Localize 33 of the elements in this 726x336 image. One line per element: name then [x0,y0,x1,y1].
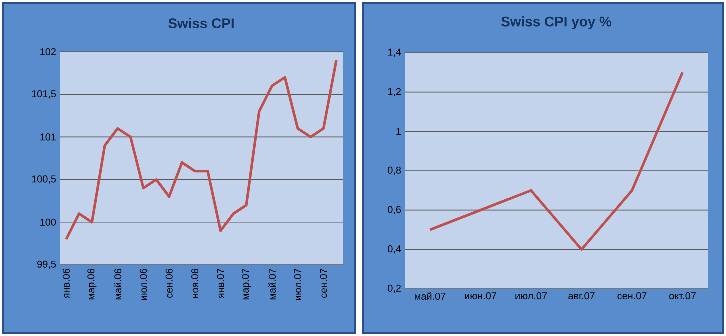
y-tick-label: 101,5 [32,90,56,99]
x-tick-label: май.06 [114,268,122,300]
x-tick-label: июн.07 [465,292,496,300]
y-tick-label: 0,6 [388,206,402,214]
y-tick-label: 1,4 [388,48,402,58]
x-tick-label: июл.07 [294,269,302,300]
x-tick-label: окт.07 [670,292,696,300]
y-tick-label: 1 [396,128,402,136]
x-tick-label: янв.06 [62,268,70,298]
x-tick-label: мар.06 [88,268,97,300]
x-tick-label: май.07 [268,269,276,300]
x-tick-label: июл.06 [140,268,148,300]
x-tick-label: авг.07 [568,292,595,300]
x-tick-label: ноя.06 [192,268,199,298]
y-tick-label: 100,5 [32,176,56,184]
x-tick-label: июл.07 [516,292,547,300]
y-tick-label: 101 [40,134,56,141]
y-tick-label: 0,4 [388,246,402,254]
y-tick-label: 100 [40,218,56,226]
y-tick-label: 102 [40,48,56,56]
line-series [65,59,338,241]
x-tick-label: сен.06 [166,268,173,298]
x-tick-label: янв.07 [217,269,224,298]
chart-title: Swiss CPI [168,18,234,29]
chart-title: Swiss CPI yoy % [501,16,612,30]
x-tick-label: сен.07 [320,269,328,298]
y-tick-label: 0,8 [388,166,402,176]
x-tick-label: май.07 [415,292,446,300]
x-tick-label: сен.07 [618,292,647,300]
x-tick-label: мар.07 [242,269,252,300]
y-tick-label: 99,5 [38,260,56,270]
y-tick-label: 1,2 [388,88,401,96]
y-tick-label: 0,2 [388,284,401,294]
